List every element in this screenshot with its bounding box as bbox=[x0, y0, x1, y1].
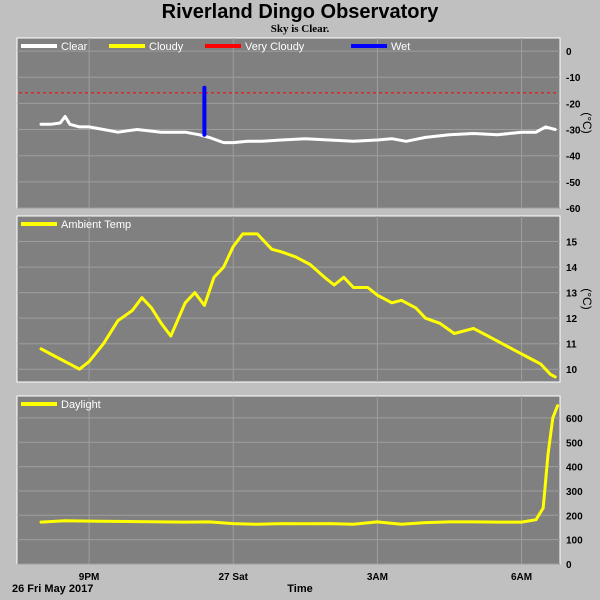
sky-y-tick-label: -60 bbox=[566, 204, 581, 215]
x-tick-label: 6AM bbox=[511, 572, 532, 583]
legend-label-ambient-temp: Ambient Temp bbox=[61, 219, 131, 231]
ambient-unit-label: (°C) bbox=[580, 288, 594, 309]
daylight-y-tick-label: 500 bbox=[566, 438, 583, 449]
page-title: Riverland Dingo Observatory bbox=[161, 1, 439, 23]
sky-y-tick-label: -40 bbox=[566, 152, 581, 163]
sky-y-tick-label: -50 bbox=[566, 178, 581, 189]
x-tick-label: 3AM bbox=[367, 572, 388, 583]
clear-series-line bbox=[39, 115, 557, 145]
daylight-y-tick-label: 400 bbox=[566, 463, 583, 474]
ambient-y-tick-label: 11 bbox=[566, 340, 577, 351]
daylight-y-tick-label: 100 bbox=[566, 536, 583, 547]
x-tick-label: 9PM bbox=[79, 572, 100, 583]
daylight-series-line bbox=[39, 404, 560, 526]
ambient-panel bbox=[16, 215, 561, 383]
sky-y-tick-label: -10 bbox=[566, 73, 581, 84]
daylight-panel bbox=[16, 395, 561, 565]
sky-y-tick-label: -30 bbox=[566, 126, 581, 137]
legend-label-cloudy: Cloudy bbox=[149, 41, 184, 53]
ambient-y-tick-label: 12 bbox=[566, 314, 578, 325]
sky-unit-label: (°C) bbox=[580, 112, 594, 133]
daylight-y-tick-label: 600 bbox=[566, 414, 583, 425]
x-tick-label: 27 Sat bbox=[219, 572, 249, 583]
legend-label-clear: Clear bbox=[61, 41, 88, 53]
daylight-y-tick-label: 300 bbox=[566, 487, 583, 498]
legend-label-wet: Wet bbox=[391, 41, 410, 53]
ambient-y-tick-label: 13 bbox=[566, 289, 578, 300]
sky-y-tick-label: -20 bbox=[566, 99, 581, 110]
sky-panel bbox=[16, 37, 561, 209]
ambient-y-tick-label: 10 bbox=[566, 365, 578, 376]
legend-label-very-cloudy: Very Cloudy bbox=[245, 41, 305, 53]
daylight-y-tick-label: 200 bbox=[566, 511, 583, 522]
x-axis-title: Time bbox=[287, 583, 313, 595]
date-label: 26 Fri May 2017 bbox=[12, 583, 94, 595]
legend-label-daylight: Daylight bbox=[61, 399, 101, 411]
ambient-y-tick-label: 15 bbox=[566, 238, 578, 249]
sky-status: Sky is Clear. bbox=[270, 23, 330, 35]
ambient-temp-series-line bbox=[39, 232, 557, 379]
sky-y-tick-label: 0 bbox=[566, 47, 572, 58]
ambient-y-tick-label: 14 bbox=[566, 263, 578, 274]
daylight-y-tick-label: 0 bbox=[566, 560, 572, 571]
